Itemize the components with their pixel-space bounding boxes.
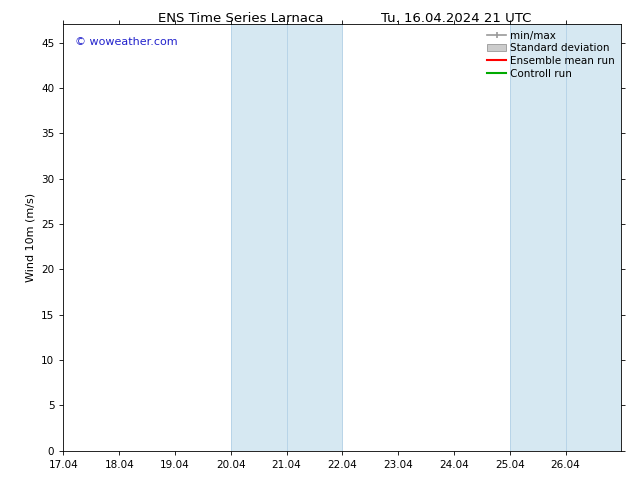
Y-axis label: Wind 10m (m/s): Wind 10m (m/s) bbox=[25, 193, 36, 282]
Legend: min/max, Standard deviation, Ensemble mean run, Controll run: min/max, Standard deviation, Ensemble me… bbox=[483, 26, 619, 83]
Bar bbox=[510, 24, 621, 451]
Text: Tu. 16.04.2024 21 UTC: Tu. 16.04.2024 21 UTC bbox=[381, 12, 532, 25]
Text: ENS Time Series Larnaca: ENS Time Series Larnaca bbox=[158, 12, 324, 25]
Bar bbox=[231, 24, 342, 451]
Text: © woweather.com: © woweather.com bbox=[75, 37, 177, 48]
